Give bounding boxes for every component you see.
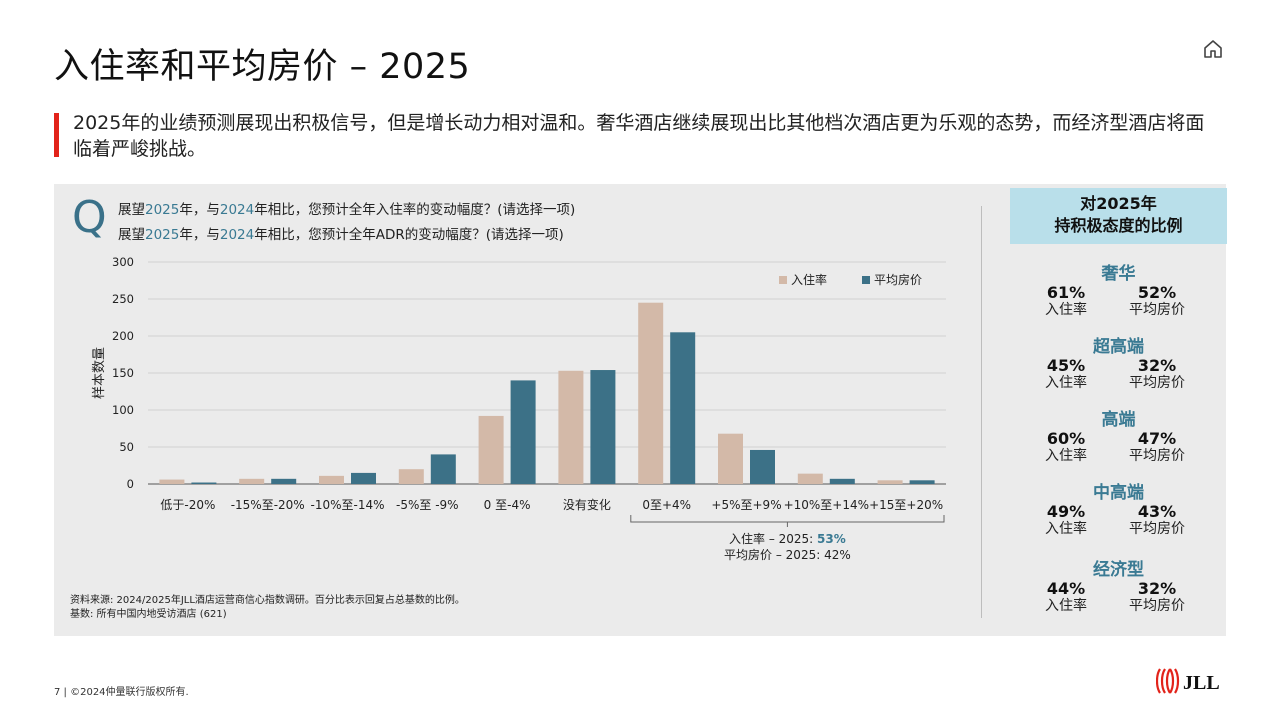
segment-upper-upscale: 超高端 45% 入住率 32% 平均房价: [1010, 332, 1227, 393]
occupancy-pct: 60%: [1046, 429, 1086, 448]
segment-name: 奢华: [1101, 264, 1136, 284]
bar-adr: [271, 478, 297, 484]
segment-name: 超高端: [1093, 337, 1144, 357]
legend-label: 平均房价: [874, 272, 922, 287]
x-tick-label: -5%至 -9%: [396, 498, 459, 512]
segment-name: 中高端: [1093, 483, 1144, 503]
adr-pct: 32%: [1137, 579, 1177, 598]
bar-occupancy: [159, 479, 185, 484]
adr-label: 平均房价: [1129, 302, 1185, 318]
segment-name: 高端: [1101, 410, 1136, 430]
bar-adr: [191, 482, 217, 484]
adr-pct: 32%: [1137, 356, 1177, 375]
legend-swatch: [862, 276, 870, 284]
source-note: 资料来源: 2024/2025年JLL酒店运营商信心指数调研。百分比表示回复占总…: [70, 594, 465, 622]
y-axis-label: 样本数量: [92, 347, 107, 399]
occupancy-pct: 49%: [1046, 502, 1086, 521]
bar-adr: [351, 472, 376, 484]
subtitle-accent-bar: [54, 113, 59, 157]
adr-pct: 43%: [1137, 502, 1177, 521]
bar-occupancy: [478, 415, 504, 484]
occupancy-label: 入住率: [1045, 302, 1087, 318]
occupancy-label: 入住率: [1045, 448, 1087, 464]
bar-adr: [590, 370, 616, 484]
occupancy-label: 入住率: [1045, 375, 1087, 391]
occupancy-label: 入住率: [1045, 598, 1087, 614]
segment-upscale: 高端 60% 入住率 47% 平均房价: [1010, 405, 1227, 466]
bar-occupancy: [319, 475, 344, 484]
bar-occupancy: [877, 480, 903, 484]
bar-occupancy: [239, 478, 265, 484]
y-tick-label: 50: [119, 440, 134, 454]
y-tick-label: 100: [112, 403, 134, 417]
segment-luxury: 奢华 61% 入住率 52% 平均房价: [1010, 259, 1227, 320]
x-tick-label: 没有变化: [563, 497, 611, 512]
x-tick-label: +10%至+14%: [784, 498, 869, 512]
y-tick-label: 250: [112, 292, 134, 306]
x-tick-label: -10%至-14%: [310, 498, 384, 512]
annotation-occupancy-prefix: 入住率 – 2025:: [729, 531, 817, 546]
base-line: 基数: 所有中国内地受访酒店 (621): [70, 609, 227, 620]
bar-adr: [670, 332, 696, 484]
x-tick-label: 0 至-4%: [484, 498, 531, 512]
question-occupancy: 展望2025年，与2024年相比，您预计全年入住率的变动幅度？(请选择一项): [118, 202, 576, 218]
adr-label: 平均房价: [1129, 448, 1185, 464]
bar-occupancy: [797, 473, 823, 484]
y-tick-label: 200: [112, 329, 134, 343]
occupancy-label: 入住率: [1045, 521, 1087, 537]
segment-name: 经济型: [1093, 560, 1144, 580]
occupancy-pct: 61%: [1046, 283, 1086, 302]
panel-divider: [981, 206, 982, 618]
x-tick-label: 低于-20%: [160, 498, 215, 512]
bar-occupancy: [718, 433, 743, 484]
legend-swatch: [779, 276, 787, 284]
home-icon[interactable]: [1202, 38, 1224, 60]
y-tick-label: 300: [112, 255, 134, 269]
adr-pct: 47%: [1137, 429, 1177, 448]
question-adr: 展望2025年，与2024年相比，您预计全年ADR的变动幅度？(请选择一项): [118, 227, 564, 243]
annotation-adr: 平均房价 – 2025: 42%: [724, 547, 851, 562]
x-tick-label: -15%至-20%: [231, 498, 305, 512]
legend-label: 入住率: [791, 272, 827, 287]
jll-logo[interactable]: JLL: [1156, 665, 1226, 697]
bar-occupancy: [638, 302, 664, 484]
bar-adr: [829, 478, 855, 484]
segment-economy: 经济型 44% 入住率 32% 平均房价: [1010, 555, 1227, 616]
page-title: 入住率和平均房价 – 2025: [54, 47, 471, 87]
bar-occupancy: [398, 469, 424, 484]
sidebar-title-line1: 对2025年: [1080, 194, 1157, 213]
source-line: 资料来源: 2024/2025年JLL酒店运营商信心指数调研。百分比表示回复占总…: [70, 595, 465, 606]
annotation-occupancy-value: 53%: [817, 532, 846, 546]
bar-adr: [750, 449, 775, 484]
bar-adr: [430, 454, 456, 484]
svg-text:JLL: JLL: [1183, 672, 1220, 694]
adr-label: 平均房价: [1129, 521, 1185, 537]
occupancy-pct: 44%: [1046, 579, 1086, 598]
annotation-occupancy: 入住率 – 2025: 53%: [729, 531, 846, 546]
occupancy-pct: 45%: [1046, 356, 1086, 375]
footer-copyright: 7 | ©2024仲量联行版权所有.: [54, 687, 189, 698]
adr-label: 平均房价: [1129, 598, 1185, 614]
annotation-bracket: [630, 515, 945, 523]
adr-label: 平均房价: [1129, 375, 1185, 391]
x-tick-label: 0至+4%: [642, 498, 691, 512]
question-glyph: Q: [72, 192, 107, 243]
bar-occupancy: [558, 370, 584, 484]
sidebar-header: 对2025年 持积极态度的比例: [1010, 188, 1227, 244]
y-tick-label: 150: [112, 366, 134, 380]
bar-adr: [510, 380, 536, 484]
subtitle: 2025年的业绩预测展现出积极信号，但是增长动力相对温和。奢华酒店继续展现出比其…: [73, 112, 1205, 160]
segment-upper-midscale: 中高端 49% 入住率 43% 平均房价: [1010, 478, 1227, 539]
adr-pct: 52%: [1137, 283, 1177, 302]
bar-adr: [909, 480, 935, 484]
x-tick-label: +5%至+9%: [711, 498, 781, 512]
x-tick-label: +15至+20%: [869, 498, 943, 512]
sidebar-title-line2: 持积极态度的比例: [1054, 216, 1183, 235]
y-tick-label: 0: [127, 477, 134, 491]
